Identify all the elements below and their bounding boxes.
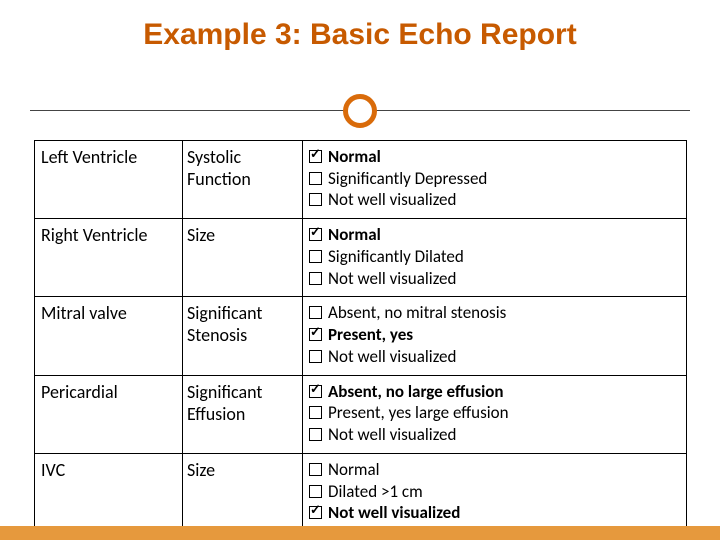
option[interactable]: Not well visualized	[309, 503, 682, 524]
title-divider	[30, 94, 690, 128]
checkbox-checked-icon[interactable]	[309, 506, 322, 519]
option[interactable]: Not well visualized	[309, 425, 682, 446]
structure-cell: Left Ventricle	[35, 141, 183, 219]
checkbox-checked-icon[interactable]	[309, 150, 322, 163]
checkbox-empty-icon[interactable]	[309, 172, 322, 185]
option-label: Not well visualized	[328, 503, 460, 524]
option-label: Not well visualized	[328, 269, 456, 290]
table-row: IVCSizeNormalDilated >1 cmNot well visua…	[35, 453, 687, 531]
table-row: Right VentricleSizeNormalSignificantly D…	[35, 219, 687, 297]
options-cell: Absent, no large effusionPresent, yes la…	[303, 375, 687, 453]
option-label: Normal	[328, 460, 380, 481]
slide: Example 3: Basic Echo Report Left Ventri…	[0, 0, 720, 540]
echo-report-table: Left VentricleSystolic FunctionNormalSig…	[34, 140, 687, 540]
option[interactable]: Not well visualized	[309, 190, 682, 211]
option-label: Absent, no mitral stenosis	[328, 303, 506, 324]
table-row: PericardialSignificant EffusionAbsent, n…	[35, 375, 687, 453]
checkbox-empty-icon[interactable]	[309, 250, 322, 263]
option[interactable]: Normal	[309, 460, 682, 481]
option-label: Not well visualized	[328, 190, 456, 211]
checkbox-empty-icon[interactable]	[309, 306, 322, 319]
option-label: Significantly Depressed	[328, 169, 487, 190]
option-label: Present, yes large effusion	[328, 403, 509, 424]
property-cell: Size	[183, 219, 303, 297]
option-label: Absent, no large effusion	[328, 382, 504, 403]
option-label: Dilated >1 cm	[328, 482, 423, 503]
structure-cell: Pericardial	[35, 375, 183, 453]
property-cell: Significant Stenosis	[183, 297, 303, 375]
slide-title: Example 3: Basic Echo Report	[0, 18, 720, 52]
checkbox-empty-icon[interactable]	[309, 406, 322, 419]
checkbox-checked-icon[interactable]	[309, 385, 322, 398]
options-cell: NormalSignificantly DepressedNot well vi…	[303, 141, 687, 219]
property-cell: Systolic Function	[183, 141, 303, 219]
option[interactable]: Present, yes	[309, 325, 682, 346]
property-cell: Significant Effusion	[183, 375, 303, 453]
option[interactable]: Significantly Dilated	[309, 247, 682, 268]
option-label: Normal	[328, 225, 381, 246]
checkbox-empty-icon[interactable]	[309, 193, 322, 206]
option[interactable]: Absent, no mitral stenosis	[309, 303, 682, 324]
options-cell: Absent, no mitral stenosisPresent, yesNo…	[303, 297, 687, 375]
checkbox-empty-icon[interactable]	[309, 485, 322, 498]
option-label: Not well visualized	[328, 425, 456, 446]
table-row: Left VentricleSystolic FunctionNormalSig…	[35, 141, 687, 219]
structure-cell: Right Ventricle	[35, 219, 183, 297]
option-label: Normal	[328, 147, 381, 168]
option[interactable]: Present, yes large effusion	[309, 403, 682, 424]
option[interactable]: Not well visualized	[309, 269, 682, 290]
divider-circle-icon	[343, 94, 377, 128]
options-cell: NormalDilated >1 cmNot well visualized	[303, 453, 687, 531]
checkbox-empty-icon[interactable]	[309, 428, 322, 441]
structure-cell: IVC	[35, 453, 183, 531]
option[interactable]: Absent, no large effusion	[309, 382, 682, 403]
checkbox-checked-icon[interactable]	[309, 328, 322, 341]
option[interactable]: Significantly Depressed	[309, 169, 682, 190]
option-label: Significantly Dilated	[328, 247, 464, 268]
option[interactable]: Dilated >1 cm	[309, 482, 682, 503]
option[interactable]: Normal	[309, 225, 682, 246]
option[interactable]: Normal	[309, 147, 682, 168]
table-row: Mitral valveSignificant StenosisAbsent, …	[35, 297, 687, 375]
option-label: Present, yes	[328, 325, 413, 346]
option[interactable]: Not well visualized	[309, 347, 682, 368]
structure-cell: Mitral valve	[35, 297, 183, 375]
property-cell: Size	[183, 453, 303, 531]
checkbox-checked-icon[interactable]	[309, 228, 322, 241]
footer-accent-bar	[0, 526, 720, 540]
checkbox-empty-icon[interactable]	[309, 350, 322, 363]
checkbox-empty-icon[interactable]	[309, 272, 322, 285]
options-cell: NormalSignificantly DilatedNot well visu…	[303, 219, 687, 297]
checkbox-empty-icon[interactable]	[309, 463, 322, 476]
option-label: Not well visualized	[328, 347, 456, 368]
